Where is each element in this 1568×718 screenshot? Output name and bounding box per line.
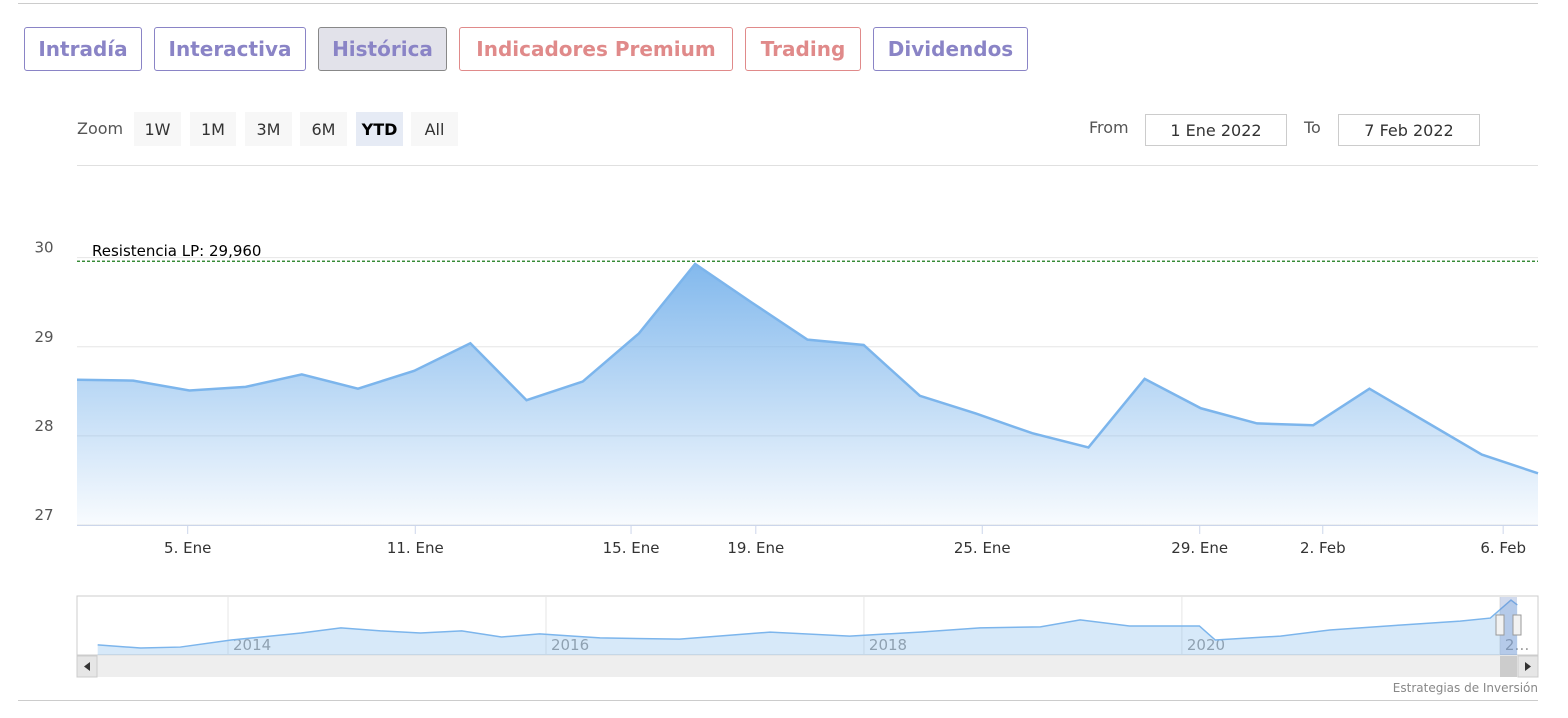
tab[interactable]: Indicadores Premium (459, 27, 733, 71)
navigator-label: 2… (1505, 636, 1530, 654)
x-tick-label: 19. Ene (727, 539, 784, 557)
navigator-label: 2016 (551, 636, 589, 654)
x-tick-label: 11. Ene (387, 539, 444, 557)
navigator-line (97, 599, 1518, 649)
y-tick-label: 30 (34, 239, 53, 257)
from-label: From (1089, 118, 1129, 137)
y-tick-label: 27 (34, 506, 53, 524)
arrow-right (1525, 662, 1531, 671)
x-tick-label: 15. Ene (603, 539, 660, 557)
to-label: To (1304, 118, 1321, 137)
to-input[interactable]: 7 Feb 2022 (1338, 114, 1480, 146)
y-tick-label: 29 (34, 328, 53, 346)
x-tick-label: 5. Ene (164, 539, 211, 557)
zoom-label: Zoom (77, 119, 124, 138)
tab[interactable]: Interactiva (154, 27, 306, 71)
navigator-label: 2014 (233, 636, 271, 654)
x-tick-label: 6. Feb (1480, 539, 1526, 557)
zoom-button[interactable]: 6M (300, 112, 347, 146)
tab[interactable]: Histórica (318, 27, 447, 71)
credit: Estrategias de Inversión (1393, 681, 1538, 695)
arrow-left (84, 662, 90, 671)
tab[interactable]: Dividendos (873, 27, 1028, 71)
navigator-handle[interactable] (1495, 614, 1505, 636)
navigator-frame (76, 595, 1539, 656)
tab[interactable]: Intradía (24, 27, 142, 71)
zoom-button[interactable]: 3M (245, 112, 292, 146)
x-tick-label: 25. Ene (954, 539, 1011, 557)
navigator-area (97, 600, 1518, 655)
from-input[interactable]: 1 Ene 2022 (1145, 114, 1287, 146)
line (76, 262, 1539, 475)
zoom-button[interactable]: 1W (134, 112, 181, 146)
scrollbar-track[interactable] (77, 656, 1538, 677)
tab[interactable]: Trading (745, 27, 861, 71)
scroll-thumb[interactable] (1500, 656, 1517, 677)
plot-line-label: Resistencia LP: 29,960 (92, 242, 261, 260)
zoom-button[interactable]: All (411, 112, 458, 146)
zoom-button[interactable]: YTD (356, 112, 403, 146)
navigator-label: 2018 (869, 636, 907, 654)
navigator-window (1500, 597, 1517, 655)
x-tick-label: 29. Ene (1171, 539, 1228, 557)
y-tick-label: 28 (34, 417, 53, 435)
top-rule (18, 3, 1538, 4)
navigator-handle[interactable] (1512, 614, 1522, 636)
x-tick-label: 2. Feb (1300, 539, 1346, 557)
area (77, 263, 1538, 525)
zoom-button[interactable]: 1M (190, 112, 236, 146)
